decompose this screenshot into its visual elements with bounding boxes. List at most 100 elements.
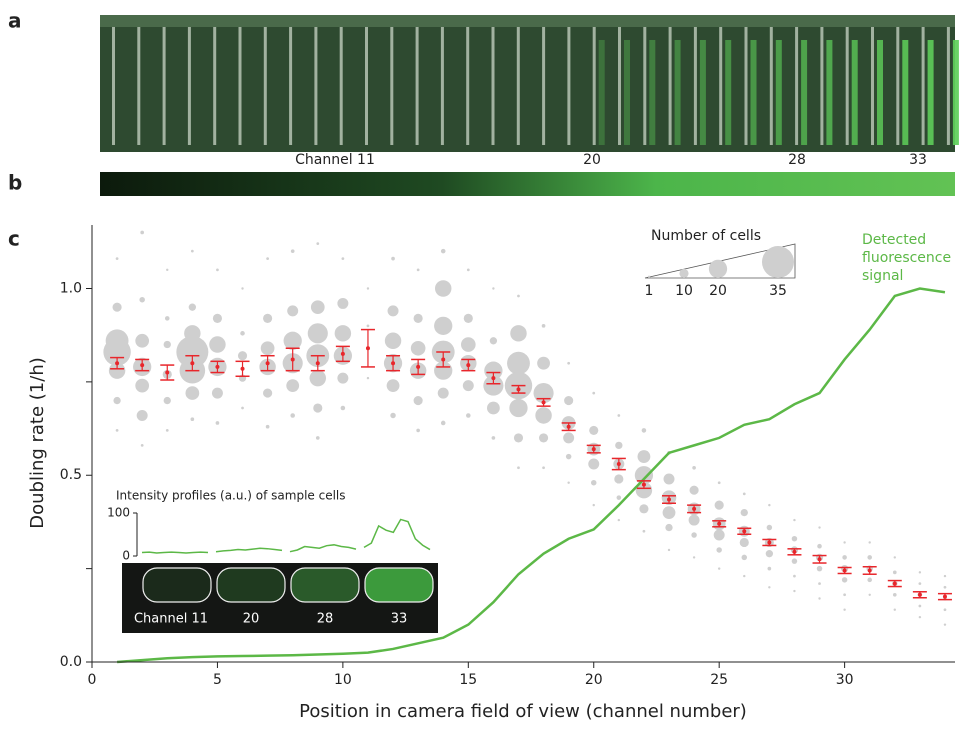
bubble [310, 370, 326, 386]
inset-cell-label: 28 [317, 612, 334, 627]
bubble [818, 597, 820, 599]
bubble [137, 410, 148, 421]
bubble [490, 337, 497, 344]
bubble [842, 555, 847, 560]
panel-label: b [8, 171, 22, 195]
mean-point [667, 498, 671, 502]
bubble [414, 396, 423, 405]
x-tick-label: 30 [836, 672, 854, 688]
fluorescent-cells [624, 40, 630, 145]
bubble [591, 480, 596, 485]
bubble [438, 388, 449, 399]
bubble [843, 609, 845, 611]
mean-point [893, 582, 897, 586]
bubble [164, 397, 171, 404]
mean-point [567, 425, 571, 429]
y-tick-label: 0.0 [60, 654, 82, 670]
bubble [718, 567, 720, 569]
bubble [441, 249, 446, 254]
channel-wall [618, 27, 621, 145]
channel-wall [390, 27, 393, 145]
channel-wall [922, 27, 925, 145]
mean-point [742, 529, 746, 533]
channel-wall [643, 27, 646, 145]
bubble [743, 493, 746, 496]
bubble [869, 594, 871, 596]
bubble [316, 436, 320, 440]
bubble [113, 303, 122, 312]
bubble [919, 582, 922, 585]
bubble [867, 578, 872, 583]
bubble [693, 556, 695, 558]
fluorescent-cells [902, 40, 908, 145]
bubble [140, 231, 144, 235]
bubble [116, 429, 119, 432]
bubble [435, 280, 451, 296]
bubble [113, 397, 120, 404]
inset-tick-label: 0 [122, 549, 130, 563]
bubble [510, 325, 526, 341]
bubble [461, 337, 476, 352]
bubble [284, 332, 302, 350]
image-band [100, 15, 955, 27]
bubble [141, 444, 144, 447]
bubble [894, 556, 896, 558]
channel-wall [441, 27, 444, 145]
channel-wall [745, 27, 748, 145]
bubble [793, 519, 795, 521]
channel-wall [416, 27, 419, 145]
bubble [793, 575, 796, 578]
bubble [308, 323, 328, 343]
intensity-profile [142, 552, 208, 553]
bubble [919, 571, 921, 573]
bubble [367, 377, 369, 379]
mean-point [592, 447, 596, 451]
intensity-profile [216, 548, 282, 551]
channel-wall [896, 27, 899, 145]
bubble [842, 577, 847, 582]
bubble [792, 558, 797, 563]
panel-label: a [8, 9, 22, 33]
channel-wall [466, 27, 469, 145]
channel-wall [694, 27, 697, 145]
bubble [639, 504, 648, 513]
bubble [614, 474, 623, 483]
bubble [567, 362, 570, 365]
bubble [663, 506, 676, 519]
figure: a b c Channel 11 20 28 33 Detectedfluore… [0, 0, 965, 727]
bubble [286, 379, 299, 392]
bubble [944, 608, 947, 611]
mean-point [341, 352, 345, 356]
bubble [718, 481, 721, 484]
bubble [768, 567, 772, 571]
bubble [417, 268, 420, 271]
inset-tick-label: 100 [107, 506, 130, 520]
mean-point [818, 557, 822, 561]
channel-wall [289, 27, 292, 145]
mean-point [316, 361, 320, 365]
bubble [266, 257, 269, 260]
bubble [241, 407, 244, 410]
x-tick-label: 15 [459, 672, 477, 688]
fluorescent-cells [877, 40, 883, 145]
bubble [741, 509, 748, 516]
mean-point [441, 357, 445, 361]
bubble [313, 403, 322, 412]
bubble [191, 417, 195, 421]
microscopy-image [100, 15, 959, 152]
bubble [539, 433, 548, 442]
intensity-profile [364, 519, 430, 549]
fluorescent-cells [776, 40, 782, 145]
mean-point [391, 361, 395, 365]
channel-wall [846, 27, 849, 145]
bubble [464, 314, 473, 323]
mean-point [165, 371, 169, 375]
fluorescent-cells [928, 40, 934, 145]
size-legend-label: 1 [645, 283, 654, 299]
mean-point [943, 595, 947, 599]
inset-cell-label: Channel 11 [134, 612, 208, 627]
cell-outline [217, 568, 285, 602]
size-legend-label: 10 [675, 283, 693, 299]
bubble [617, 414, 620, 417]
fluorescent-cells [700, 40, 706, 145]
